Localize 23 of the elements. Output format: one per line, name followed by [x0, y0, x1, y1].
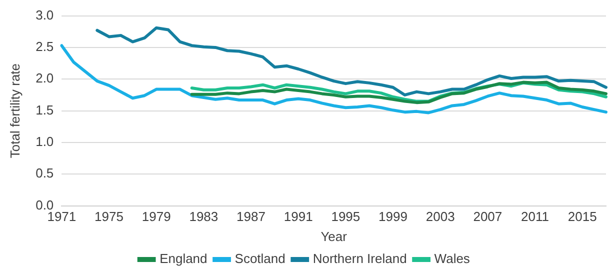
- x-tick-label: 2003: [426, 209, 455, 224]
- x-tick-label: 1987: [236, 209, 266, 224]
- x-tick-label: 1995: [331, 209, 360, 224]
- legend-label: Wales: [434, 251, 470, 266]
- y-tick-label: 0.5: [36, 166, 54, 181]
- y-tick-label: 1.0: [36, 134, 54, 150]
- x-tick-label: 2015: [568, 209, 597, 224]
- x-tick-label: 1999: [378, 209, 408, 224]
- x-tick-label: 1983: [189, 209, 218, 224]
- legend-label: Northern Ireland: [312, 251, 407, 266]
- x-tick-label: 1975: [94, 209, 124, 224]
- y-tick-label: 2.0: [36, 70, 54, 86]
- legend-label: England: [160, 251, 208, 266]
- y-tick-label: 2.5: [36, 39, 54, 54]
- x-tick-label: 2011: [521, 209, 549, 224]
- y-axis-title: Total fertility rate: [7, 63, 22, 158]
- x-tick-label: 1991: [284, 209, 313, 224]
- x-tick-label: 2007: [473, 209, 502, 224]
- legend-label: Scotland: [234, 251, 286, 266]
- x-axis-title: Year: [320, 228, 348, 244]
- y-tick-label: 1.5: [36, 102, 54, 118]
- x-tick-label: 1979: [142, 209, 171, 224]
- y-tick-label: 3.0: [36, 7, 54, 22]
